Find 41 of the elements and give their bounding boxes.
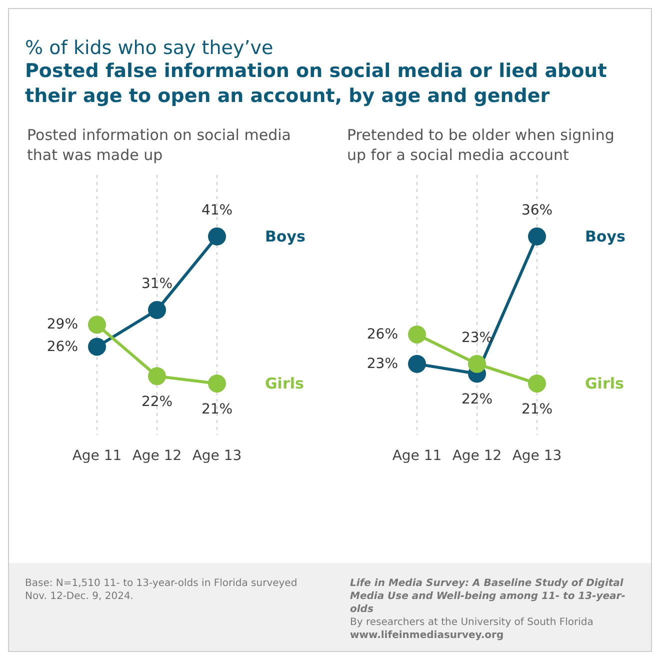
chart-title: Posted information on social media that was made up xyxy=(26,125,292,166)
chart-title: Pretended to be older when signing up for a social media account xyxy=(346,125,616,166)
point xyxy=(408,326,426,344)
text: Boys xyxy=(585,227,626,246)
data-label: 31% xyxy=(141,276,173,292)
text: Posted false information on social media or lied about their age to open an account, by age and gender xyxy=(25,59,608,109)
data-label: 21% xyxy=(201,402,233,418)
data-label: 23% xyxy=(366,356,398,372)
x-tick-label: Age 13 xyxy=(192,448,242,464)
data-label: 26% xyxy=(46,338,78,355)
point xyxy=(208,227,226,246)
data-label: 21% xyxy=(521,402,553,418)
point xyxy=(468,354,486,373)
x-tick-label: Age 12 xyxy=(132,448,182,464)
text: www.lifeinmediasurvey.org xyxy=(350,629,505,642)
point xyxy=(88,316,106,334)
x-tick-label: Age 12 xyxy=(452,448,502,464)
point xyxy=(88,338,106,356)
x-tick-label: Age 11 xyxy=(392,448,442,464)
data-label: 26% xyxy=(366,326,398,343)
x-tick-label: Age 11 xyxy=(72,448,122,464)
data-label: 23% xyxy=(461,330,493,346)
text: By researchers at the University of South Florida xyxy=(350,616,594,629)
text: Girls xyxy=(265,374,304,393)
point xyxy=(208,374,226,393)
point xyxy=(528,227,546,246)
data-label: 41% xyxy=(201,202,233,218)
point xyxy=(528,374,546,393)
data-label: 22% xyxy=(141,394,173,410)
text: % of kids who say they’ve xyxy=(25,37,274,59)
text: Girls xyxy=(585,374,624,393)
point xyxy=(148,367,166,386)
x-tick-label: Age 13 xyxy=(512,448,562,464)
data-label: 36% xyxy=(521,202,553,218)
data-label: 29% xyxy=(46,316,78,333)
text: Base: N=1,510 11- to 13-year-olds in Florida surveyed Nov. 12-Dec. 9, 2024. xyxy=(25,577,298,604)
data-label: 22% xyxy=(461,392,493,408)
point xyxy=(408,354,426,373)
text: Boys xyxy=(265,227,306,246)
text: Life in Media Survey: A Baseline Study of Digital Media Use and Well-being among 11- to 13-year-olds xyxy=(350,577,626,616)
point xyxy=(148,301,166,319)
